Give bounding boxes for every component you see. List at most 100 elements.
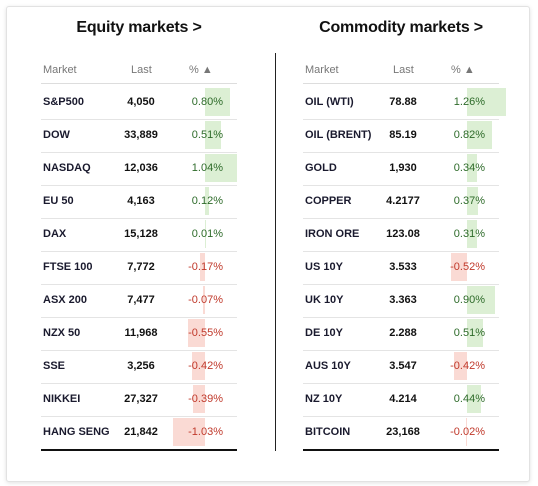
panel-divider bbox=[275, 53, 276, 451]
percent-change: 0.01% bbox=[191, 228, 223, 240]
column-market[interactable]: Market bbox=[43, 64, 77, 76]
last-price: 27,327 bbox=[124, 393, 158, 405]
percent-change: 0.31% bbox=[453, 228, 485, 240]
column-last[interactable]: Last bbox=[131, 64, 152, 76]
market-name: DOW bbox=[43, 129, 70, 141]
change-bar bbox=[466, 418, 467, 446]
market-name: GOLD bbox=[305, 162, 337, 174]
change-bar bbox=[467, 154, 478, 182]
change-bar bbox=[467, 88, 506, 116]
table-row[interactable]: GOLD 1,930 0.34% bbox=[303, 153, 499, 186]
last-price: 3,256 bbox=[127, 360, 155, 372]
table-row[interactable]: US 10Y 3.533 -0.52% bbox=[303, 252, 499, 285]
market-name: NASDAQ bbox=[43, 162, 91, 174]
commodity-table-header: Market Last % ▲ bbox=[303, 59, 499, 84]
change-bar bbox=[173, 418, 205, 446]
table-row[interactable]: EU 50 4,163 0.12% bbox=[41, 186, 237, 219]
market-name: UK 10Y bbox=[305, 294, 344, 306]
table-row[interactable]: COPPER 4.2177 0.37% bbox=[303, 186, 499, 219]
last-price: 123.08 bbox=[386, 228, 420, 240]
last-price: 1,930 bbox=[389, 162, 417, 174]
table-row[interactable]: DAX 15,128 0.01% bbox=[41, 219, 237, 252]
change-bar bbox=[193, 385, 205, 413]
last-price: 4,050 bbox=[127, 96, 155, 108]
percent-change: -0.39% bbox=[188, 393, 223, 405]
table-row[interactable]: OIL (BRENT) 85.19 0.82% bbox=[303, 120, 499, 153]
table-row[interactable]: OIL (WTI) 78.88 1.26% bbox=[303, 87, 506, 120]
percent-change: -0.17% bbox=[188, 261, 223, 273]
table-row[interactable]: AUS 10Y 3.547 -0.42% bbox=[303, 351, 499, 384]
last-price: 11,968 bbox=[124, 327, 158, 339]
column-market[interactable]: Market bbox=[305, 64, 339, 76]
market-name: FTSE 100 bbox=[43, 261, 93, 273]
change-bar bbox=[467, 187, 479, 215]
percent-change: -0.52% bbox=[450, 261, 485, 273]
last-price: 78.88 bbox=[389, 96, 417, 108]
table-row[interactable]: NASDAQ 12,036 1.04% bbox=[41, 153, 237, 186]
market-name: OIL (WTI) bbox=[305, 96, 354, 108]
table-row[interactable]: FTSE 100 7,772 -0.17% bbox=[41, 252, 237, 285]
market-name: NZ 10Y bbox=[305, 393, 343, 405]
market-name: DE 10Y bbox=[305, 327, 343, 339]
market-name: S&P500 bbox=[43, 96, 84, 108]
last-price: 3.533 bbox=[389, 261, 417, 273]
percent-change: -0.42% bbox=[188, 360, 223, 372]
market-name: AUS 10Y bbox=[305, 360, 351, 372]
percent-change: 0.51% bbox=[453, 327, 485, 339]
percent-change: 0.37% bbox=[453, 195, 485, 207]
market-name: EU 50 bbox=[43, 195, 74, 207]
table-row[interactable]: NIKKEI 27,327 -0.39% bbox=[41, 384, 237, 417]
percent-change: -1.03% bbox=[188, 426, 223, 438]
table-row[interactable]: BITCOIN 23,168 -0.02% bbox=[303, 417, 499, 451]
last-price: 4.214 bbox=[389, 393, 417, 405]
percent-change: 0.12% bbox=[191, 195, 223, 207]
last-price: 12,036 bbox=[124, 162, 158, 174]
percent-change: 1.26% bbox=[453, 96, 485, 108]
table-row[interactable]: NZ 10Y 4.214 0.44% bbox=[303, 384, 499, 417]
change-bar bbox=[199, 253, 205, 281]
percent-change: 0.82% bbox=[453, 129, 485, 141]
change-bar bbox=[205, 121, 221, 149]
change-bar bbox=[451, 253, 467, 281]
last-price: 3.363 bbox=[389, 294, 417, 306]
last-price: 23,168 bbox=[386, 426, 420, 438]
table-row[interactable]: UK 10Y 3.363 0.90% bbox=[303, 285, 499, 318]
commodity-markets-link[interactable]: Commodity markets > bbox=[319, 19, 483, 36]
table-row[interactable]: IRON ORE 123.08 0.31% bbox=[303, 219, 499, 252]
market-name: NIKKEI bbox=[43, 393, 81, 405]
column-percent-sort[interactable]: % ▲ bbox=[451, 64, 475, 76]
change-bar bbox=[467, 319, 483, 347]
table-row[interactable]: DOW 33,889 0.51% bbox=[41, 120, 237, 153]
table-row[interactable]: HANG SENG 21,842 -1.03% bbox=[41, 417, 237, 451]
equity-markets-link[interactable]: Equity markets > bbox=[76, 19, 202, 36]
percent-change: -0.07% bbox=[188, 294, 223, 306]
market-name: IRON ORE bbox=[305, 228, 360, 240]
percent-change: 0.90% bbox=[453, 294, 485, 306]
table-row[interactable]: S&P500 4,050 0.80% bbox=[41, 87, 237, 120]
column-last[interactable]: Last bbox=[393, 64, 414, 76]
change-bar bbox=[205, 154, 237, 182]
change-bar bbox=[454, 352, 467, 380]
percent-change: 0.51% bbox=[191, 129, 223, 141]
change-bar bbox=[205, 187, 209, 215]
change-bar bbox=[467, 385, 481, 413]
last-price: 21,842 bbox=[124, 426, 158, 438]
market-name: DAX bbox=[43, 228, 67, 240]
change-bar bbox=[205, 88, 230, 116]
table-row[interactable]: SSE 3,256 -0.42% bbox=[41, 351, 237, 384]
market-name: US 10Y bbox=[305, 261, 343, 273]
change-bar bbox=[202, 286, 205, 314]
percent-change: -0.02% bbox=[450, 426, 485, 438]
table-row[interactable]: ASX 200 7,477 -0.07% bbox=[41, 285, 237, 318]
market-name: NZX 50 bbox=[43, 327, 81, 339]
equity-table-body: S&P500 4,050 0.80% DOW 33,889 0.51% NASDAQ 12,0… bbox=[41, 87, 237, 451]
market-name: HANG SENG bbox=[43, 426, 110, 438]
change-bar bbox=[188, 319, 205, 347]
last-price: 7,477 bbox=[127, 294, 155, 306]
table-row[interactable]: DE 10Y 2.288 0.51% bbox=[303, 318, 499, 351]
table-row[interactable]: NZX 50 11,968 -0.55% bbox=[41, 318, 237, 351]
column-percent-sort[interactable]: % ▲ bbox=[189, 64, 213, 76]
change-bar bbox=[467, 121, 493, 149]
commodity-table-body: OIL (WTI) 78.88 1.26% OIL (BRENT) 85.19 0.82%… bbox=[303, 87, 506, 451]
market-name: SSE bbox=[43, 360, 66, 372]
